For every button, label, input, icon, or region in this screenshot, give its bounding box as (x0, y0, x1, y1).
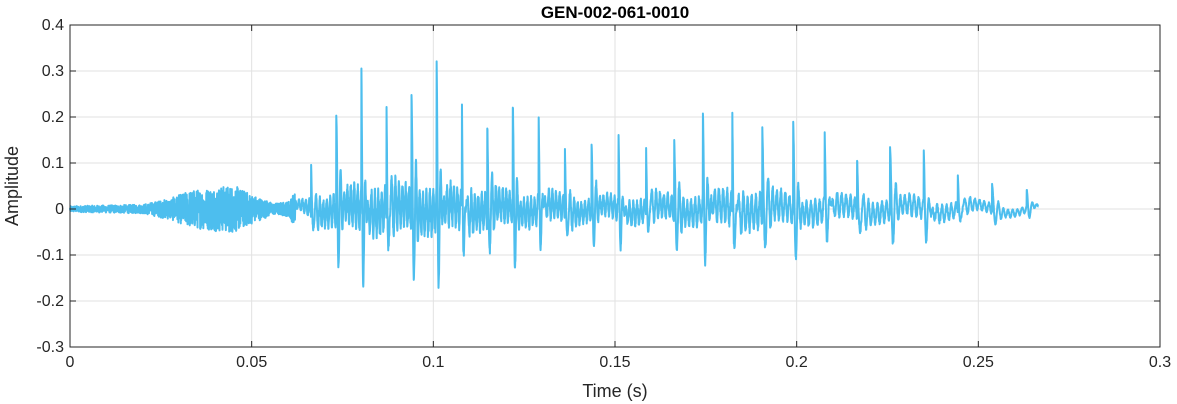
x-axis-label: Time (s) (582, 381, 647, 401)
grid (69, 24, 1161, 348)
series-layer (69, 60, 1040, 289)
y-tick-label: -0.1 (36, 247, 64, 264)
x-tick-label: 0 (66, 354, 75, 371)
y-tick-label: 0 (55, 201, 64, 218)
y-tick-label: 0.4 (42, 17, 64, 34)
x-tick-labels: 0 0.05 0.1 0.15 0.2 0.25 0.3 (66, 354, 1172, 371)
series-line (69, 60, 1040, 289)
y-tick-label: 0.3 (42, 63, 64, 80)
y-tick-labels: -0.3 -0.2 -0.1 0 0.1 0.2 0.3 0.4 (36, 17, 64, 356)
x-tick-label: 0.2 (786, 354, 808, 371)
y-axis-label: Amplitude (2, 146, 22, 226)
x-tick-label: 0.25 (963, 354, 994, 371)
x-tick-label: 0.15 (599, 354, 630, 371)
chart-title: GEN-002-061-0010 (541, 3, 689, 22)
y-tick-label: 0.1 (42, 155, 64, 172)
y-tick-label: -0.3 (36, 339, 64, 356)
x-tick-label: 0.3 (1149, 354, 1171, 371)
y-tick-label: 0.2 (42, 109, 64, 126)
x-tick-label: 0.05 (236, 354, 267, 371)
x-tick-label: 0.1 (422, 354, 444, 371)
y-tick-label: -0.2 (36, 293, 64, 310)
ticks (69, 24, 1161, 348)
